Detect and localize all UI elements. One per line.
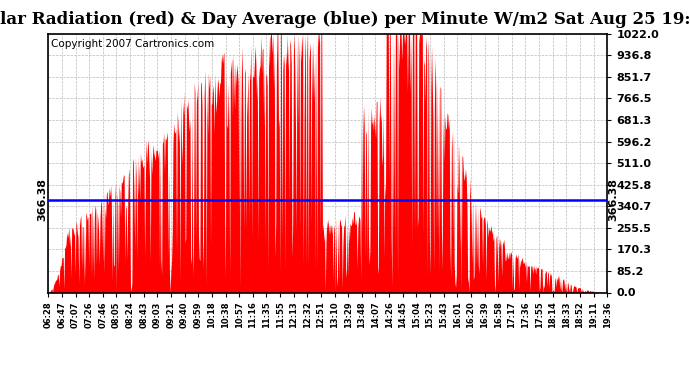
Text: 366.38: 366.38 (37, 178, 47, 221)
Text: Solar Radiation (red) & Day Average (blue) per Minute W/m2 Sat Aug 25 19:37: Solar Radiation (red) & Day Average (blu… (0, 11, 690, 28)
Text: 366.38: 366.38 (609, 178, 618, 221)
Text: Copyright 2007 Cartronics.com: Copyright 2007 Cartronics.com (51, 39, 215, 49)
